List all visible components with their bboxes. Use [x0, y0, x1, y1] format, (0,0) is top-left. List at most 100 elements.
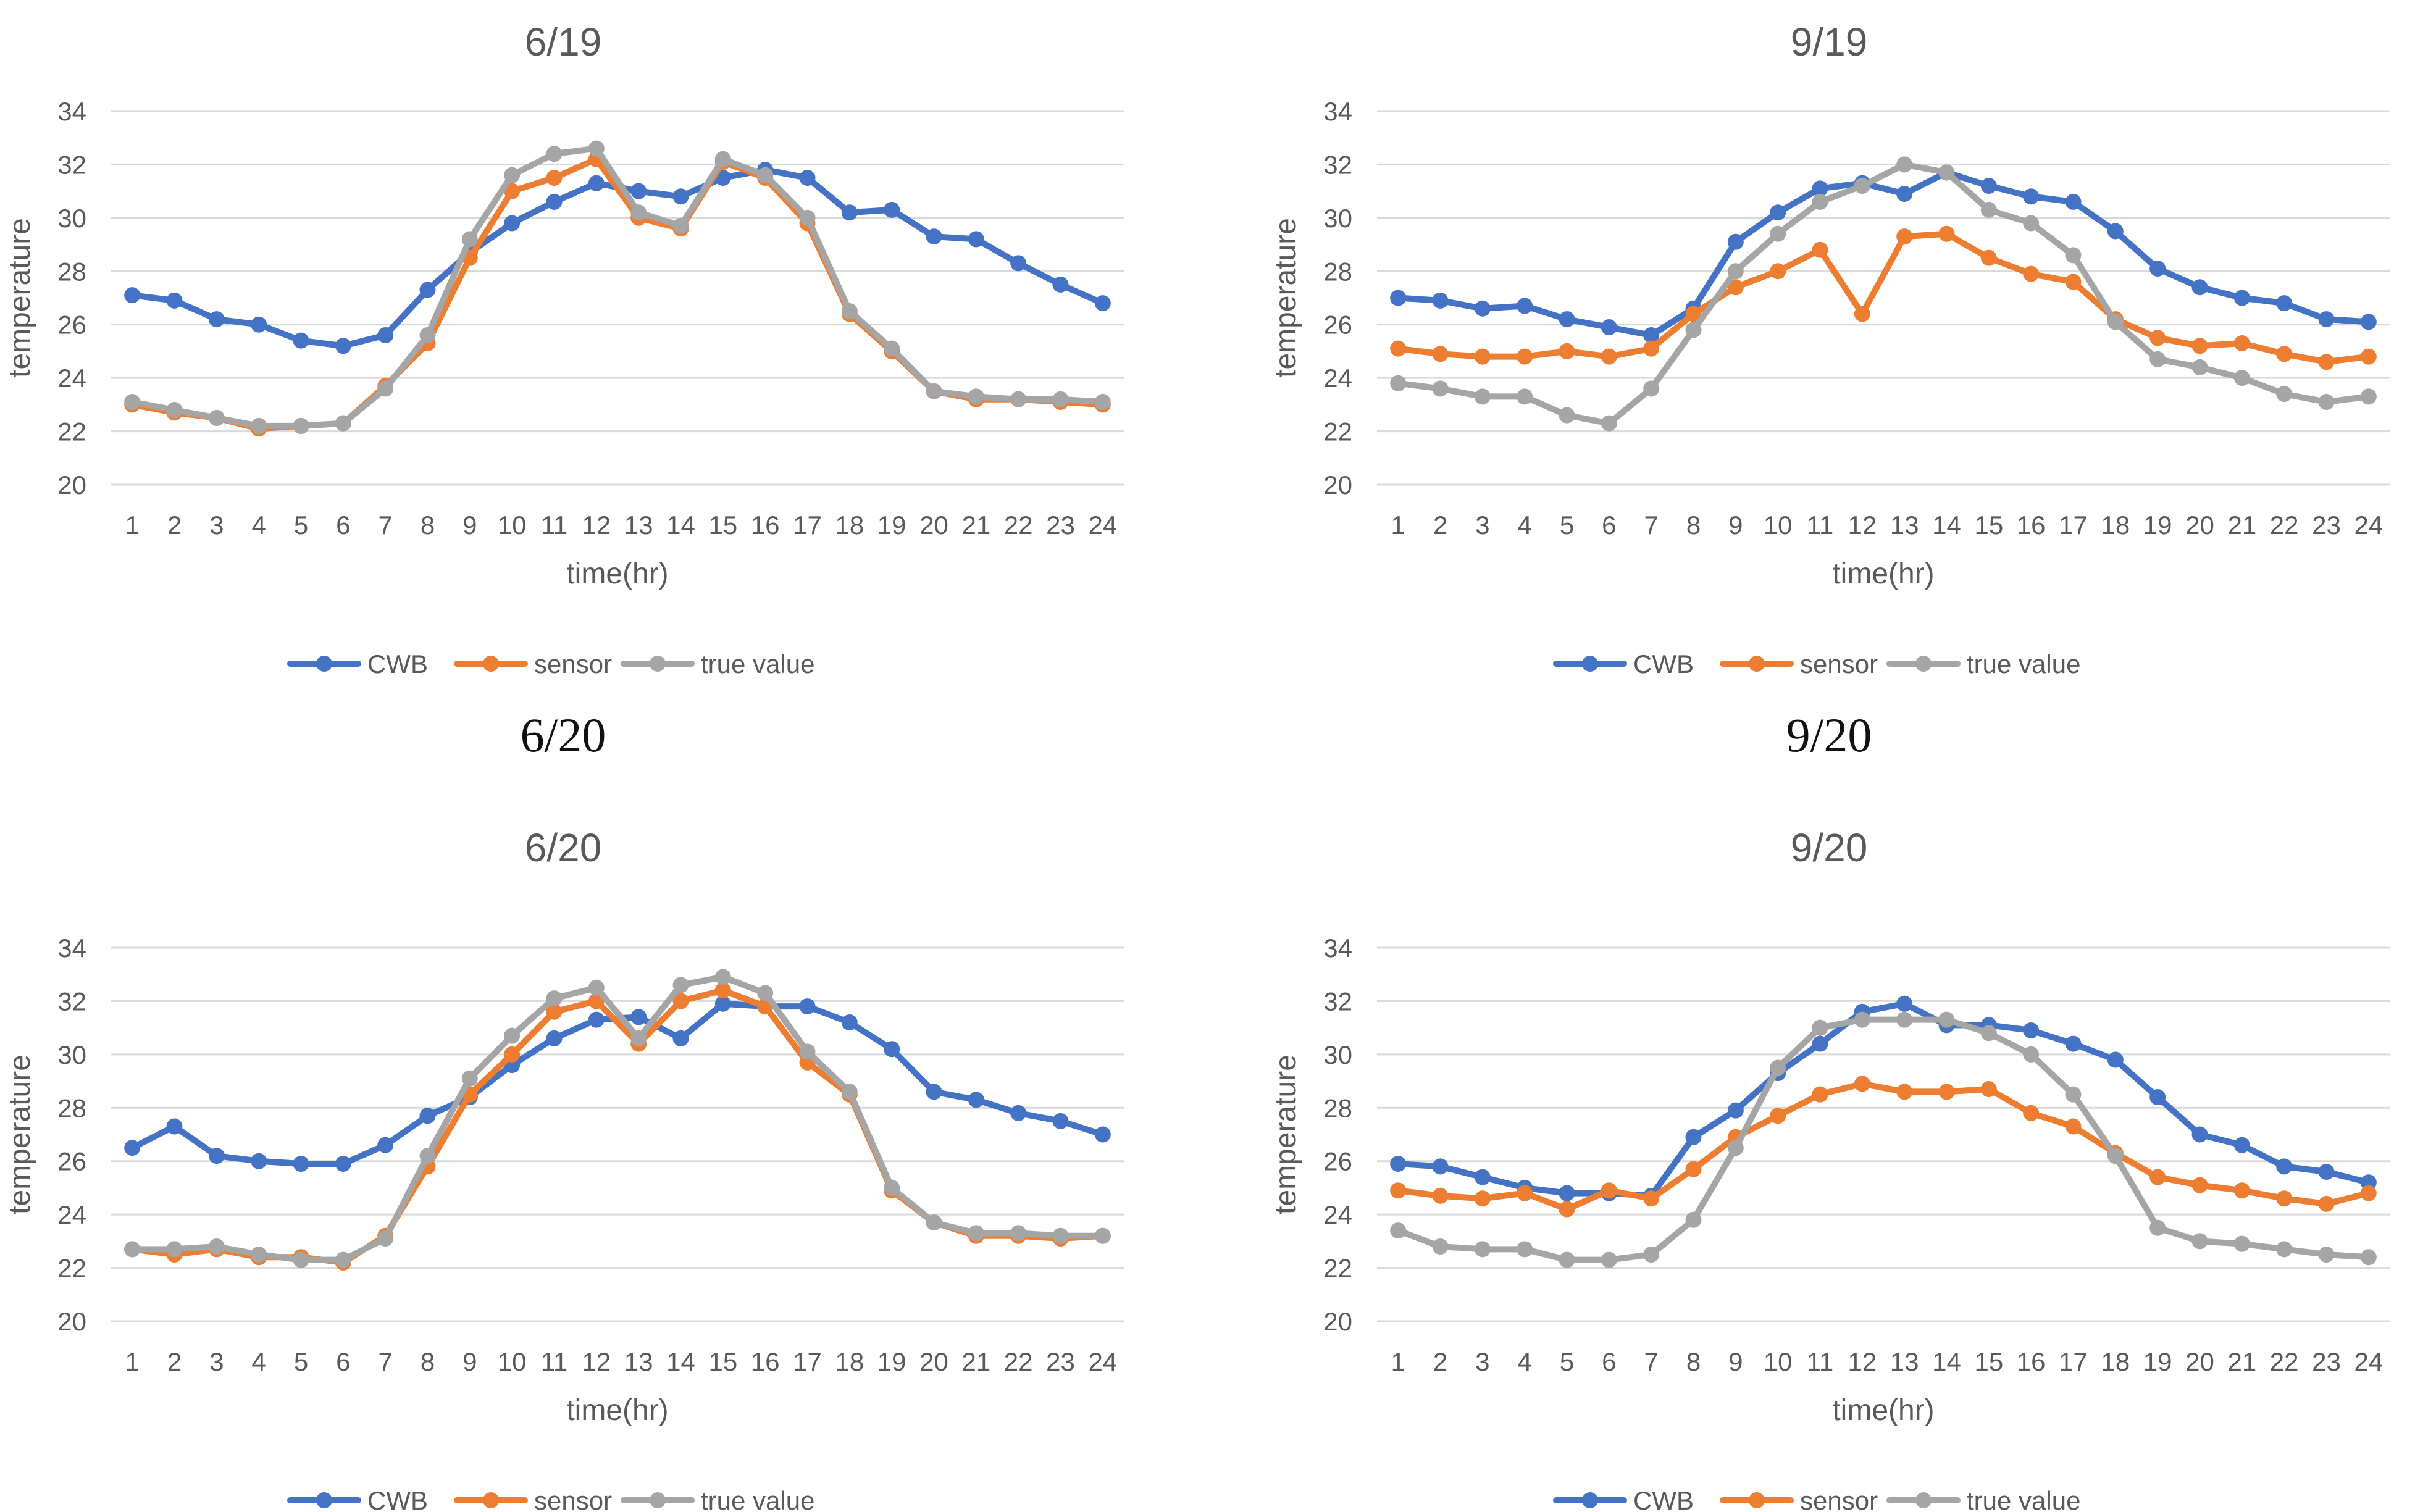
data-point: [968, 231, 984, 248]
x-tick-label: 4: [1517, 511, 1531, 540]
legend-marker: [1915, 1492, 1932, 1508]
data-point: [630, 1030, 647, 1046]
x-tick-label: 7: [378, 1347, 392, 1376]
legend-label: CWB: [1633, 1486, 1694, 1512]
data-point: [630, 204, 647, 221]
x-tick-label: 16: [2017, 1347, 2046, 1376]
data-point: [419, 327, 436, 343]
data-point: [546, 146, 563, 162]
data-point: [2065, 1086, 2082, 1103]
x-tick-label: 15: [1974, 1347, 2003, 1376]
x-tick-label: 22: [1004, 1347, 1033, 1376]
data-point: [2318, 311, 2335, 328]
y-tick-label: 34: [1323, 934, 1352, 963]
x-tick-label: 9: [1728, 511, 1743, 540]
chart-title: 6/19: [525, 20, 602, 64]
y-tick-label: 34: [57, 97, 86, 126]
series-line-cwb: [1395, 169, 2372, 338]
data-point: [1896, 1084, 1913, 1100]
data-point: [1643, 1190, 1660, 1207]
x-tick-label: 11: [541, 511, 568, 540]
x-tick-label: 8: [1686, 1347, 1701, 1376]
legend-label: sensor: [1800, 1486, 1878, 1512]
x-tick-label: 13: [624, 511, 653, 540]
data-point: [1390, 375, 1407, 391]
data-point: [1727, 1140, 1744, 1156]
data-point: [588, 979, 605, 996]
data-point: [841, 204, 858, 221]
x-tick-label: 2: [167, 511, 182, 540]
x-tick-label: 19: [2143, 1347, 2172, 1376]
y-tick-label: 30: [57, 1040, 86, 1069]
data-point: [1770, 1059, 1786, 1076]
data-point: [546, 990, 563, 1007]
data-point: [2149, 330, 2166, 346]
data-point: [2276, 295, 2293, 312]
legend-label: true value: [701, 1486, 814, 1512]
data-point: [1812, 1019, 1828, 1036]
legend-marker: [1582, 656, 1598, 672]
x-tick-label: 9: [462, 1347, 477, 1376]
data-point: [251, 1153, 267, 1169]
x-tick-label: 6: [1602, 511, 1616, 540]
data-point: [2276, 386, 2293, 403]
data-point: [2276, 1158, 2293, 1175]
legend-label: CWB: [367, 649, 428, 679]
data-point: [461, 231, 478, 248]
data-point: [208, 1238, 225, 1255]
data-point: [799, 209, 816, 226]
legend-label: true value: [1967, 649, 2080, 679]
legend-label: sensor: [534, 649, 612, 679]
data-point: [1052, 1227, 1069, 1244]
x-tick-label: 2: [1433, 1347, 1447, 1376]
x-tick-label: 13: [624, 1347, 653, 1376]
data-point: [377, 1137, 394, 1153]
y-tick-label: 32: [1323, 150, 1352, 179]
data-point: [2107, 1148, 2124, 1164]
data-point: [841, 1084, 858, 1100]
data-point: [1812, 180, 1828, 197]
chart-0: 6/19 20 22 24 26 28 30 32 34 1 2 3 4 5 6 7 8 9 10 11 12 13 14 1…: [0, 0, 1207, 756]
x-tick-label: 10: [498, 1347, 527, 1376]
data-point: [1010, 391, 1027, 407]
x-tick-label: 5: [294, 511, 308, 540]
data-point: [2065, 1118, 2082, 1135]
y-tick-label: 22: [1323, 1254, 1352, 1283]
data-point: [293, 332, 309, 349]
data-point: [2191, 338, 2208, 354]
legend-label: sensor: [534, 1486, 612, 1512]
series-line-sensor: [1395, 230, 2372, 365]
data-point: [1980, 1025, 1997, 1042]
data-point: [1094, 394, 1111, 411]
x-tick-label: 15: [1974, 511, 2003, 540]
x-tick-label: 4: [251, 1347, 266, 1376]
chart-2: 6/20 6/20 20 22 24 26 28 30 32 34 1 2 3 4 5 6 7 8 9 10 11 12 1…: [0, 708, 1207, 1512]
legend-label: CWB: [1633, 649, 1694, 679]
x-tick-label: 17: [2059, 1347, 2088, 1376]
data-point: [884, 1041, 900, 1058]
legend-marker: [1749, 1492, 1765, 1508]
data-point: [1390, 1222, 1407, 1239]
data-point: [2318, 394, 2335, 411]
y-tick-label: 34: [57, 934, 86, 963]
data-point: [2360, 388, 2377, 405]
x-tick-label: 18: [835, 511, 864, 540]
x-tick-label: 2: [167, 1347, 182, 1376]
data-point: [504, 1027, 521, 1044]
x-tick-label: 17: [2059, 511, 2088, 540]
data-point: [2276, 346, 2293, 362]
x-tick-label: 3: [209, 511, 224, 540]
data-point: [1601, 415, 1617, 432]
data-point: [2065, 247, 2082, 264]
data-point: [1052, 391, 1069, 407]
data-point: [2360, 1249, 2377, 1266]
data-point: [504, 215, 521, 232]
data-point: [2360, 1185, 2377, 1201]
data-point: [1770, 225, 1786, 242]
x-tick-label: 23: [1046, 1347, 1075, 1376]
x-tick-label: 14: [666, 511, 695, 540]
x-tick-label: 1: [125, 1347, 139, 1376]
data-point: [2191, 359, 2208, 375]
data-point: [2149, 1219, 2166, 1236]
y-tick-label: 26: [1323, 1147, 1352, 1176]
